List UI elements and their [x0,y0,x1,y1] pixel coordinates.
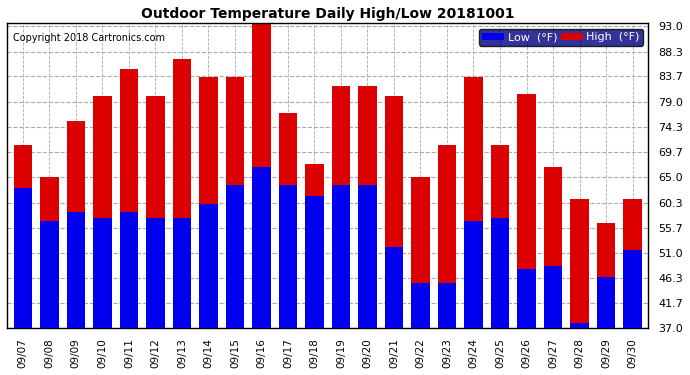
Bar [67,212,85,375]
Bar [199,204,217,375]
Bar [491,145,509,375]
Bar [93,96,112,375]
Bar [279,112,297,375]
Bar [67,121,85,375]
Bar [199,78,217,375]
Bar [411,283,430,375]
Bar [14,188,32,375]
Bar [332,86,351,375]
Bar [172,218,191,375]
Bar [570,199,589,375]
Bar [305,196,324,375]
Bar [437,283,456,375]
Bar [226,78,244,375]
Bar [464,78,483,375]
Bar [491,218,509,375]
Bar [358,185,377,375]
Bar [14,145,32,375]
Bar [544,266,562,375]
Bar [172,58,191,375]
Bar [40,220,59,375]
Bar [623,199,642,375]
Bar [146,96,165,375]
Bar [518,269,536,375]
Bar [252,166,270,375]
Bar [305,164,324,375]
Bar [332,185,351,375]
Bar [252,24,270,375]
Bar [119,212,138,375]
Bar [623,250,642,375]
Bar [597,223,615,375]
Bar [93,218,112,375]
Legend: Low  (°F), High  (°F): Low (°F), High (°F) [479,29,643,46]
Title: Outdoor Temperature Daily High/Low 20181001: Outdoor Temperature Daily High/Low 20181… [141,7,515,21]
Bar [518,94,536,375]
Bar [40,177,59,375]
Bar [119,69,138,375]
Bar [385,96,403,375]
Text: Copyright 2018 Cartronics.com: Copyright 2018 Cartronics.com [13,33,166,43]
Bar [597,277,615,375]
Bar [279,185,297,375]
Bar [544,166,562,375]
Bar [146,218,165,375]
Bar [226,185,244,375]
Bar [464,220,483,375]
Bar [358,86,377,375]
Bar [570,323,589,375]
Bar [437,145,456,375]
Bar [385,248,403,375]
Bar [411,177,430,375]
